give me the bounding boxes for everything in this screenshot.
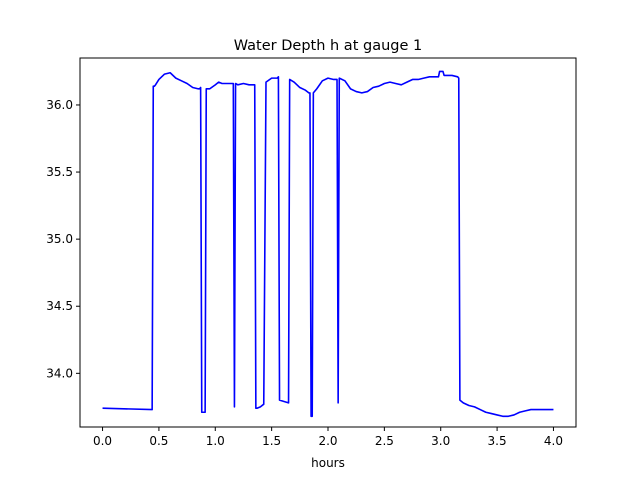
y-tick-label: 34.0: [46, 366, 73, 380]
y-tick-label: 35.5: [46, 165, 73, 179]
x-tick-label: 4.0: [544, 434, 563, 448]
x-tick-label: 2.5: [375, 434, 394, 448]
x-tick-label: 0.0: [93, 434, 112, 448]
x-tick-label: 2.0: [318, 434, 337, 448]
x-axis: 0.0 0.5 1.0 1.5 2.0 2.5 3.0 3.5 4.0: [93, 427, 563, 448]
x-axis-label: hours: [311, 456, 345, 470]
x-tick-label: 0.5: [149, 434, 168, 448]
chart-title: Water Depth h at gauge 1: [234, 38, 422, 54]
plot-area: [102, 70, 554, 418]
y-tick-label: 35.0: [46, 232, 73, 246]
series-line: [102, 70, 554, 418]
x-tick-label: 3.0: [431, 434, 450, 448]
y-tick-label: 36.0: [46, 98, 73, 112]
x-tick-label: 3.5: [488, 434, 507, 448]
x-tick-label: 1.0: [206, 434, 225, 448]
y-axis: 34.0 34.5 35.0 35.5 36.0: [46, 98, 80, 380]
x-tick-label: 1.5: [262, 434, 281, 448]
y-tick-label: 34.5: [46, 299, 73, 313]
